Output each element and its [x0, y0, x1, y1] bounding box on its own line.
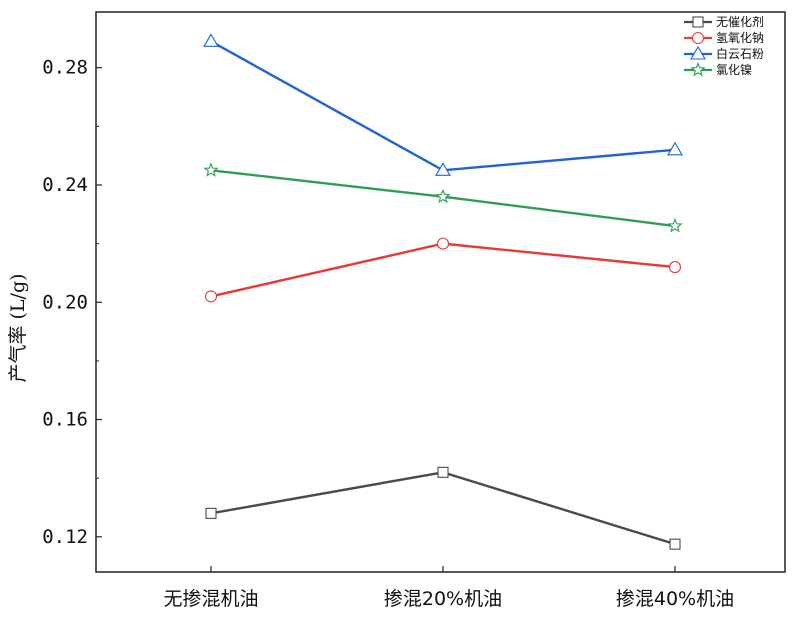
- y-tick-label: 0.28: [42, 57, 88, 79]
- y-axis-title: 产气率 (L/g): [7, 273, 29, 382]
- data-point: [435, 162, 451, 176]
- y-tick-label: 0.20: [42, 291, 88, 313]
- legend-marker: [690, 61, 706, 77]
- series-3: [203, 162, 683, 233]
- x-tick-label: 掺混40%机油: [616, 588, 734, 610]
- data-point: [205, 507, 217, 519]
- data-point: [437, 466, 449, 478]
- data-point: [203, 162, 219, 177]
- legend-label: 白云石粉: [716, 46, 764, 61]
- y-tick-label: 0.24: [42, 174, 88, 196]
- legend-label: 氢氧化钠: [716, 30, 764, 45]
- data-point: [204, 290, 218, 303]
- series-2: [203, 33, 683, 176]
- legend-marker: [692, 16, 704, 28]
- data-point: [669, 538, 681, 550]
- plot-area: [95, 11, 786, 573]
- x-tick-label: 掺混20%机油: [384, 588, 502, 610]
- plot-frame: [95, 11, 786, 573]
- series-line: [210, 242, 676, 298]
- data-point: [667, 141, 683, 156]
- series-1: [204, 237, 682, 303]
- legend-item: 氢氧化钠: [684, 30, 764, 45]
- data-point: [667, 218, 683, 233]
- data-point: [436, 237, 450, 250]
- legend-marker: [691, 31, 705, 45]
- y-tick-label: 0.12: [42, 526, 88, 548]
- legend-label: 氯化镍: [716, 63, 752, 77]
- series-line: [210, 40, 676, 172]
- data-point: [435, 188, 451, 204]
- data-point: [668, 261, 682, 274]
- legend-item: 白云石粉: [684, 45, 764, 61]
- y-tick-label: 0.16: [42, 409, 88, 431]
- x-tick-label: 无掺混机油: [163, 588, 258, 610]
- series-0: [205, 466, 681, 550]
- legend-item: 无催化剂: [684, 14, 764, 29]
- y-axis: 0.12 0.16 0.20 0.24 0.28: [42, 57, 102, 548]
- x-axis: 无掺混机油 掺混20%机油 掺混40%机油: [163, 566, 734, 610]
- legend-label: 无催化剂: [716, 14, 764, 29]
- series-layer: [203, 33, 683, 550]
- legend-marker: [690, 45, 706, 60]
- series-line: [210, 471, 676, 546]
- legend-item: 氯化镍: [684, 61, 752, 77]
- data-point: [203, 33, 219, 47]
